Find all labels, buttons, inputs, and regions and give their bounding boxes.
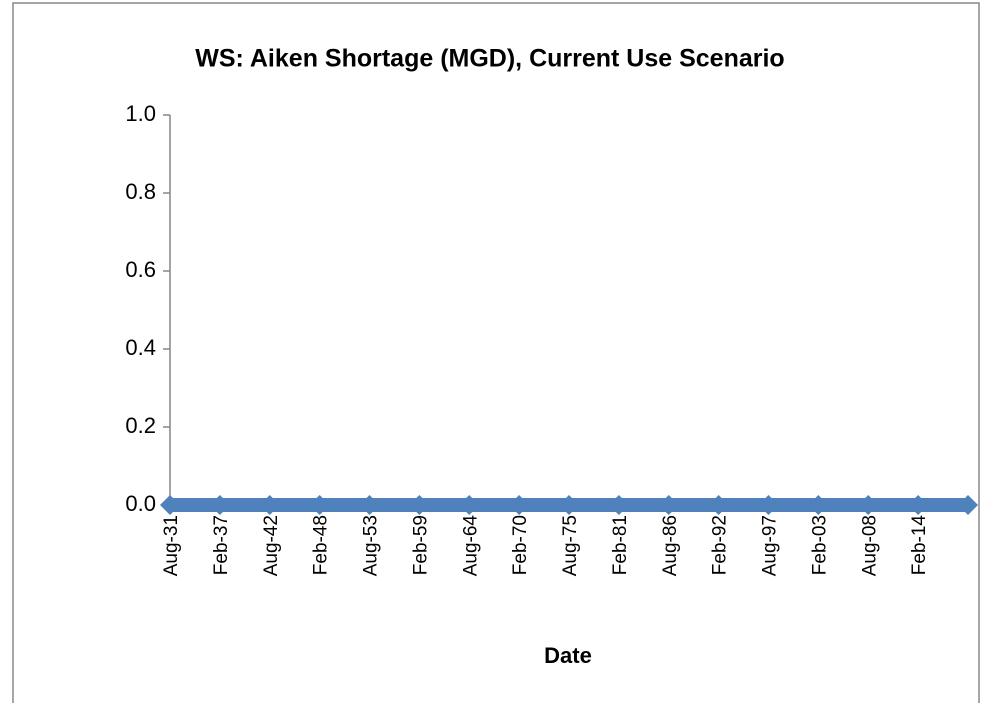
marker (309, 495, 330, 515)
x-tick-label: Feb-92 (710, 515, 731, 575)
marker (808, 495, 829, 515)
chart-title: WS: Aiken Shortage (MGD), Current Use Sc… (195, 45, 784, 73)
y-tick-label: 1.0 (125, 101, 156, 126)
chart-border (12, 2, 980, 703)
marker (160, 495, 180, 515)
x-tick-label: Feb-48 (311, 515, 332, 575)
x-tick-label: Aug-53 (361, 515, 382, 576)
marker (708, 495, 729, 515)
x-tick-label: Aug-08 (859, 515, 880, 576)
marker (359, 495, 380, 515)
marker (559, 495, 579, 515)
marker (908, 495, 929, 515)
y-tick-label: 0.8 (125, 179, 156, 204)
x-tick-label: Aug-97 (760, 515, 781, 576)
marker (209, 495, 230, 515)
marker (509, 495, 530, 515)
marker (958, 495, 978, 515)
x-tick-label: Feb-37 (211, 515, 232, 575)
x-tick-label: Feb-70 (510, 515, 531, 575)
y-tick-label: 0.4 (125, 335, 156, 360)
x-tick-label: Feb-59 (410, 515, 431, 575)
marker (259, 495, 280, 515)
y-tick-label: 0.2 (125, 413, 156, 438)
x-tick-label: Aug-75 (560, 515, 581, 576)
marker (459, 495, 480, 515)
marker (858, 495, 879, 515)
y-tick-label: 0.0 (125, 491, 156, 516)
x-tick-label: Feb-14 (909, 515, 930, 576)
x-tick-label: Feb-81 (610, 515, 631, 575)
x-tick-label: Aug-42 (261, 515, 282, 576)
y-tick-label: 0.6 (125, 257, 156, 282)
x-tick-label: Aug-86 (660, 515, 681, 576)
marker (608, 495, 629, 515)
x-tick-label: Feb-03 (809, 515, 830, 575)
marker (658, 495, 679, 515)
marker (409, 495, 430, 515)
marker (758, 495, 779, 515)
x-tick-label: Aug-64 (460, 515, 481, 577)
x-tick-label: Aug-31 (161, 515, 182, 576)
x-axis-label: Date (544, 643, 592, 668)
